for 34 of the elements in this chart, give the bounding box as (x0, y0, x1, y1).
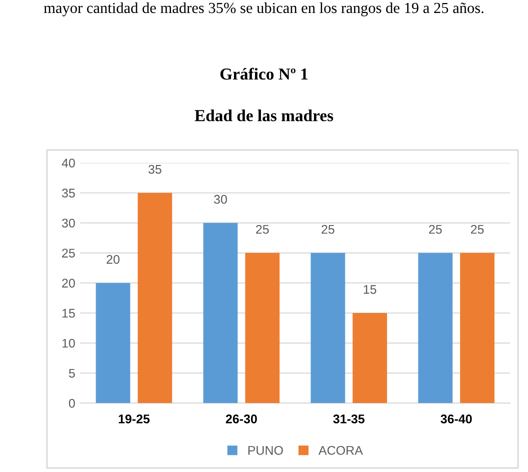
data-label: 25 (322, 224, 334, 234)
data-label: 35 (148, 164, 162, 174)
text: mayor cantidad de madres 35% se ubican en los rangos de 19 a 25 años. (44, 2, 484, 16)
bar (96, 282, 130, 404)
chart-title: Gráfico Nº 1 (220, 68, 308, 80)
x-tick-label: 19-25 (118, 414, 150, 424)
y-tick-label: 5 (68, 368, 75, 378)
legend-label: ACORA (318, 446, 363, 455)
bar (460, 252, 494, 404)
data-label: 15 (364, 285, 376, 294)
data-label: 20 (106, 254, 120, 264)
y-tick-label: 20 (62, 278, 75, 288)
data-label: 25 (256, 224, 269, 234)
y-tick-label: 35 (62, 188, 75, 198)
y-tick-label: 0 (68, 398, 75, 408)
data-label: 30 (214, 194, 227, 204)
bar (203, 222, 238, 404)
bar (310, 252, 346, 404)
y-tick-label: 30 (62, 218, 75, 228)
y-tick-label: 10 (62, 338, 75, 348)
chart-subtitle: Edad de las madres (194, 110, 334, 122)
bar (352, 312, 388, 404)
bar (418, 252, 453, 404)
y-tick-label: 15 (62, 308, 75, 318)
data-label: 25 (429, 224, 442, 234)
bar (245, 252, 280, 404)
x-tick-label: 26-30 (226, 414, 257, 424)
y-tick-label: 40 (62, 158, 75, 168)
x-tick-label: 31-35 (333, 414, 365, 424)
bar (138, 192, 172, 404)
x-tick-label: 36-40 (440, 414, 472, 424)
legend-label: PUNO (248, 446, 283, 455)
y-tick-label: 25 (62, 248, 75, 258)
data-label: 25 (470, 224, 484, 234)
